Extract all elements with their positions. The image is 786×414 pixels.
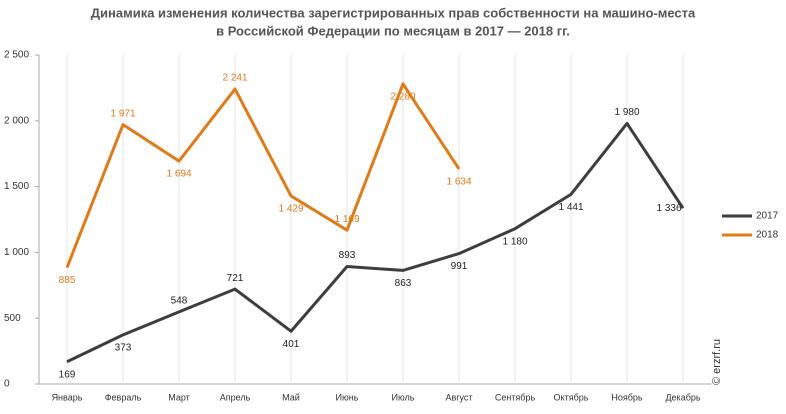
- data-label: 1 336: [656, 203, 681, 214]
- data-label: 863: [395, 278, 412, 289]
- series-line: [66, 121, 685, 364]
- x-tick-label: Ноябрь: [611, 392, 643, 402]
- data-label: 548: [171, 296, 188, 307]
- data-label: 1 980: [614, 107, 639, 118]
- x-tick-label: Сентябрь: [495, 392, 536, 402]
- y-tick-label: 1 500: [4, 181, 29, 192]
- data-label: 2 241: [222, 73, 247, 84]
- data-label: 1 180: [502, 236, 527, 247]
- x-tick-label: Май: [282, 392, 300, 402]
- data-label: 1 441: [558, 202, 583, 213]
- x-tick-label: Июль: [392, 392, 415, 402]
- data-label: 1 634: [446, 177, 471, 188]
- legend-label: 2017: [756, 211, 779, 222]
- y-tick-label: 2 500: [4, 50, 29, 61]
- watermark: © erzrf.ru: [711, 339, 723, 385]
- data-label: 169: [59, 369, 76, 380]
- data-label: 2 280: [390, 92, 415, 103]
- data-label: 893: [339, 250, 356, 261]
- y-tick-label: 500: [4, 313, 21, 324]
- x-tick-label: Август: [445, 392, 472, 402]
- x-tick-label: Июнь: [336, 392, 359, 402]
- data-label: 401: [283, 339, 300, 350]
- x-tick-label: Январь: [52, 392, 83, 402]
- x-tick-label: Апрель: [220, 392, 251, 402]
- data-label: 1 971: [110, 108, 135, 119]
- y-tick-label: 0: [4, 379, 10, 390]
- x-tick-label: Февраль: [105, 392, 142, 402]
- data-label: 721: [227, 273, 244, 284]
- data-label: 1 694: [166, 169, 191, 180]
- y-tick-label: 2 000: [4, 115, 29, 126]
- data-label: 885: [59, 275, 76, 286]
- data-label: 991: [451, 261, 468, 272]
- series-line: [65, 82, 461, 269]
- chart-title: в Российской Федерации по месяцам в 2017…: [216, 23, 570, 38]
- data-label: 373: [115, 343, 132, 354]
- data-label: 1 429: [278, 204, 303, 215]
- x-tick-label: Октябрь: [554, 392, 589, 402]
- data-label: 1 169: [334, 214, 359, 225]
- chart-title: Динамика изменения количества зарегистри…: [91, 5, 696, 20]
- x-tick-label: Декабрь: [665, 392, 700, 402]
- y-tick-label: 1 000: [4, 247, 29, 258]
- legend-label: 2018: [756, 230, 779, 241]
- x-tick-label: Март: [168, 392, 190, 402]
